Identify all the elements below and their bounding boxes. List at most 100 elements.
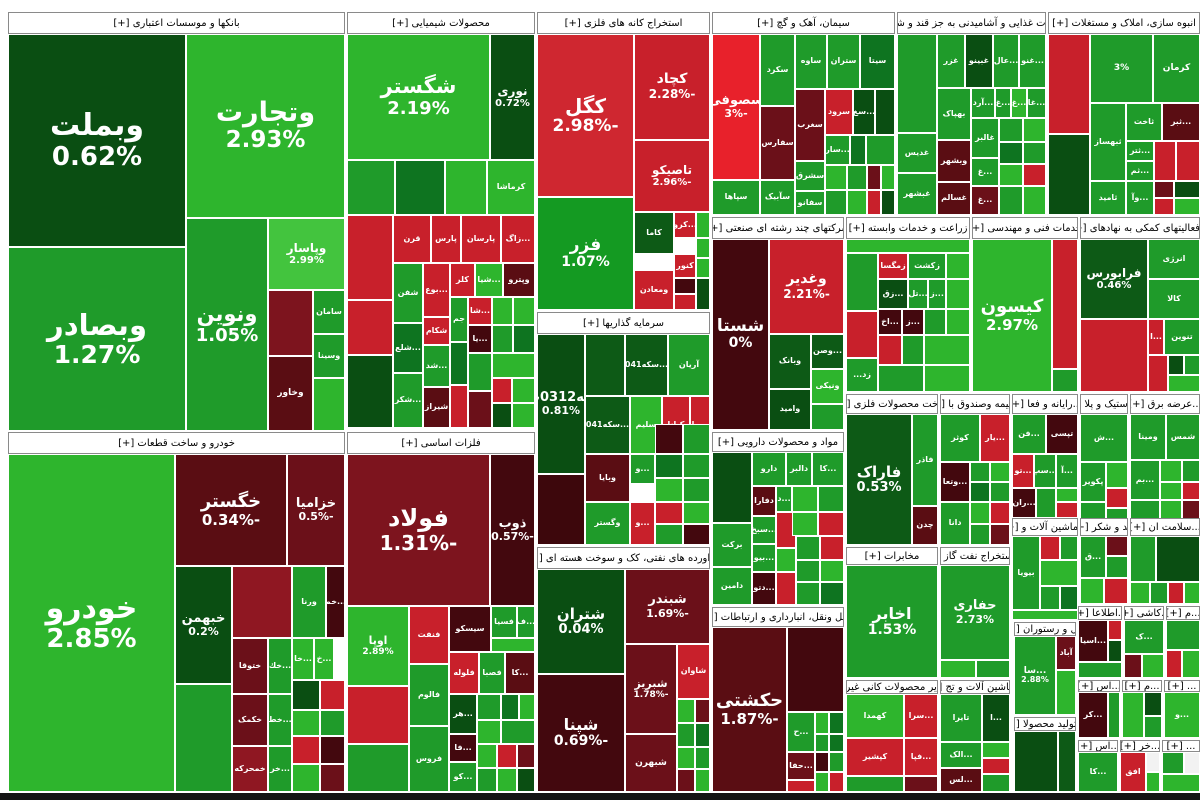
tile[interactable]	[395, 160, 445, 215]
tile[interactable]	[1168, 582, 1184, 604]
tile[interactable]	[677, 747, 695, 769]
tile[interactable]: فصبا	[479, 652, 505, 694]
tile[interactable]: دالبر	[786, 452, 812, 486]
tile[interactable]	[517, 744, 535, 768]
tile[interactable]: شپنا -0.69%	[537, 674, 625, 792]
sector-header[interactable]: محصولات شیمیایی [+]	[347, 12, 535, 34]
tile[interactable]: ...فن	[1012, 414, 1046, 454]
sector-header[interactable]: فلزات اساسی [+]	[347, 432, 535, 454]
tile[interactable]	[970, 462, 990, 482]
tile[interactable]: کلر	[450, 263, 475, 297]
tile[interactable]	[1060, 586, 1078, 610]
tile[interactable]: وخاور	[268, 356, 313, 431]
tile[interactable]	[878, 335, 902, 365]
tile[interactable]: شتران 0.04%	[537, 569, 625, 674]
tile[interactable]	[1160, 460, 1182, 482]
tile[interactable]: زمگسا	[878, 253, 908, 279]
tile[interactable]: تپسی	[1046, 414, 1078, 454]
tile[interactable]: سیسکو	[449, 606, 491, 652]
tile[interactable]: ...خر	[268, 746, 292, 792]
tile[interactable]	[1156, 536, 1200, 582]
tile[interactable]	[1162, 774, 1200, 792]
tile[interactable]: حفاری 2.73%	[940, 565, 1010, 660]
sector-header[interactable]: زراعت و خدمات وابسته [+]	[846, 217, 970, 239]
tile[interactable]: ...ز	[928, 279, 946, 309]
tile[interactable]: غدیس	[897, 133, 937, 173]
tile[interactable]: شکام	[423, 317, 450, 345]
tile[interactable]: ...زاگ	[501, 215, 535, 263]
tile[interactable]: سفانو	[795, 191, 825, 215]
tile[interactable]: ثامید	[1090, 181, 1126, 215]
tile[interactable]	[1130, 536, 1156, 582]
tile[interactable]	[320, 710, 345, 736]
tile[interactable]: سیتا	[860, 34, 895, 89]
tile[interactable]: ...حفا	[787, 752, 815, 780]
tile[interactable]: غبینو	[965, 34, 993, 88]
tile[interactable]: ومعادن	[634, 270, 674, 310]
tile[interactable]	[829, 712, 844, 734]
tile[interactable]: فلوله	[449, 652, 479, 694]
tile[interactable]	[846, 776, 904, 792]
tile[interactable]	[696, 212, 710, 238]
tile[interactable]	[501, 694, 519, 720]
tile[interactable]: ...سار	[825, 135, 850, 165]
tile[interactable]	[825, 165, 847, 190]
tile[interactable]	[990, 462, 1010, 482]
tile[interactable]: بیویا	[1012, 536, 1040, 610]
tile[interactable]: ...غ	[971, 186, 999, 215]
tile[interactable]	[976, 660, 1010, 678]
tile[interactable]: پارس	[431, 215, 461, 263]
tile[interactable]: کوثر	[940, 414, 980, 462]
tile[interactable]: کاما	[634, 212, 674, 254]
tile[interactable]: ...وصن	[811, 334, 844, 369]
sector-header[interactable]: ...اس [+]	[1078, 680, 1120, 692]
tile[interactable]: ...خ	[314, 638, 334, 680]
sector-header[interactable]: ...م [+]	[1122, 680, 1162, 692]
tile[interactable]: ...آرد	[971, 88, 995, 118]
sector-header[interactable]: ...م [+]	[1166, 606, 1200, 620]
tile[interactable]	[1106, 536, 1128, 556]
tile[interactable]	[867, 165, 881, 190]
tile[interactable]	[268, 290, 313, 356]
tile[interactable]: ...ا	[982, 694, 1010, 742]
tile[interactable]	[655, 502, 683, 524]
tile[interactable]	[792, 486, 818, 512]
tile[interactable]: پارسان	[461, 215, 501, 263]
tile[interactable]	[1023, 142, 1046, 164]
sector-header[interactable]: استخراج کانه های فلزی [+]	[537, 12, 710, 34]
tile[interactable]: ...ق	[1080, 536, 1106, 578]
sector-header[interactable]: محصولات غذایی و آشامیدنی به جز قند و شکر…	[897, 12, 1046, 34]
tile[interactable]	[1108, 692, 1120, 738]
tile[interactable]	[347, 215, 393, 300]
tile[interactable]	[829, 734, 844, 752]
tile[interactable]	[1048, 34, 1090, 134]
tile[interactable]	[990, 482, 1010, 502]
tile[interactable]	[850, 135, 866, 165]
tile[interactable]: ...سکه041	[625, 334, 668, 396]
sector-header[interactable]: ...ماشین آلات و [+]	[1012, 518, 1078, 536]
tile[interactable]	[1182, 650, 1200, 678]
tile[interactable]	[815, 712, 829, 734]
tile[interactable]	[1184, 582, 1200, 604]
sector-header[interactable]: هتل و رستوران [+]	[1014, 622, 1076, 636]
tile[interactable]: وپترو	[503, 263, 535, 297]
tile[interactable]	[1168, 375, 1200, 392]
tile[interactable]: ...شکر	[393, 373, 423, 428]
tile[interactable]	[683, 424, 710, 454]
tile[interactable]	[1162, 752, 1184, 774]
tile[interactable]: زکشت	[908, 253, 946, 279]
tile[interactable]	[347, 160, 395, 215]
tile[interactable]: ...ک	[1124, 620, 1164, 654]
tile[interactable]	[292, 680, 320, 710]
tile[interactable]	[477, 744, 497, 768]
tile[interactable]	[477, 694, 501, 720]
tile[interactable]	[982, 742, 1010, 758]
tile[interactable]: ...سکه041	[585, 396, 630, 454]
sector-header[interactable]: ...سلامت ان [+]	[1130, 518, 1200, 536]
tile[interactable]	[347, 300, 393, 355]
sector-header[interactable]: ...کاشی [+]	[1124, 606, 1164, 620]
tile[interactable]: نوری 0.72%	[490, 34, 535, 160]
tile[interactable]: کرماشا	[487, 160, 535, 215]
tile[interactable]: فاراک 0.53%	[846, 414, 912, 545]
tile[interactable]	[1056, 502, 1078, 518]
